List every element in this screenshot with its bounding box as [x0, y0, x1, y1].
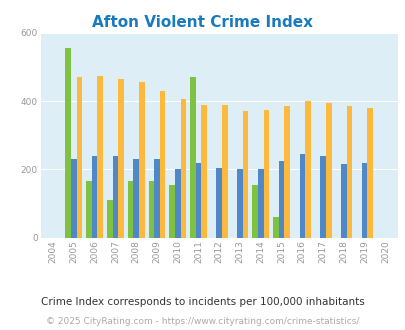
Bar: [77, 77, 82, 238]
Bar: [263, 110, 269, 238]
Bar: [148, 181, 154, 238]
Bar: [133, 159, 139, 238]
Bar: [169, 185, 175, 238]
Bar: [222, 105, 227, 238]
Bar: [325, 103, 331, 238]
Text: Crime Index corresponds to incidents per 100,000 inhabitants: Crime Index corresponds to incidents per…: [41, 297, 364, 307]
Bar: [346, 106, 352, 238]
Bar: [71, 159, 77, 238]
Bar: [107, 200, 112, 238]
Bar: [340, 164, 346, 238]
Bar: [257, 169, 263, 238]
Bar: [242, 112, 248, 238]
Bar: [175, 169, 180, 238]
Bar: [97, 76, 103, 238]
Bar: [216, 168, 222, 238]
Bar: [139, 82, 144, 238]
Bar: [159, 91, 165, 238]
Bar: [128, 181, 133, 238]
Bar: [320, 156, 325, 238]
Bar: [112, 156, 118, 238]
Bar: [252, 185, 257, 238]
Bar: [237, 169, 242, 238]
Bar: [361, 163, 367, 238]
Bar: [201, 105, 207, 238]
Bar: [92, 156, 97, 238]
Bar: [278, 161, 284, 238]
Bar: [154, 159, 159, 238]
Bar: [118, 79, 124, 238]
Bar: [299, 154, 305, 238]
Bar: [367, 108, 372, 238]
Bar: [86, 181, 92, 238]
Bar: [180, 99, 185, 238]
Bar: [190, 77, 195, 238]
Bar: [305, 101, 310, 238]
Text: © 2025 CityRating.com - https://www.cityrating.com/crime-statistics/: © 2025 CityRating.com - https://www.city…: [46, 317, 359, 326]
Text: Afton Violent Crime Index: Afton Violent Crime Index: [92, 15, 313, 30]
Bar: [273, 217, 278, 238]
Bar: [284, 106, 289, 238]
Bar: [65, 48, 71, 238]
Bar: [195, 163, 201, 238]
